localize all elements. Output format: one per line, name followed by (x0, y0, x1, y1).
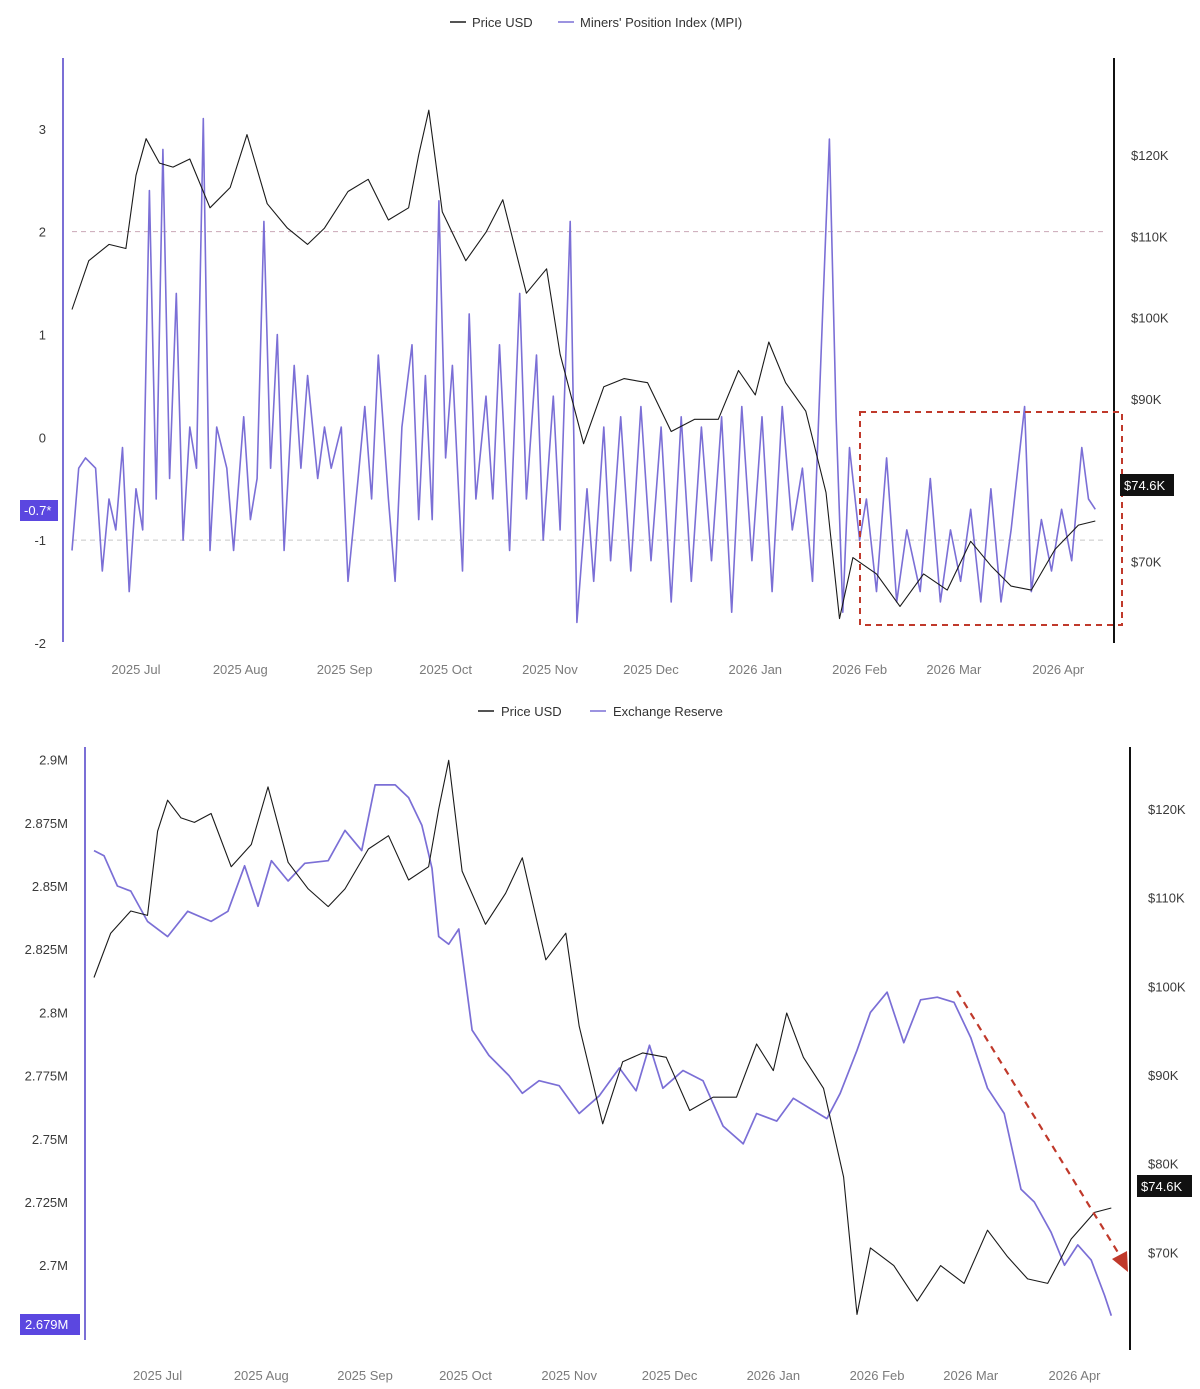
chart2-right-badge-bg (1137, 1175, 1192, 1197)
chart1-x-tick-1: 2025 Aug (213, 662, 268, 677)
chart1-right-badge-text: $74.6K (1124, 478, 1166, 493)
chart2-x-tick-5: 2025 Dec (642, 1368, 698, 1383)
chart2-x-tick-3: 2025 Oct (439, 1368, 492, 1383)
chart1-x-tick-9: 2026 Apr (1032, 662, 1085, 677)
chart2-arrow-head (1112, 1251, 1128, 1272)
chart2-left-tick-3: 2.825M (25, 942, 68, 957)
chart1-right-badge-bg (1120, 474, 1174, 496)
chart1-reference-lines (72, 231, 1104, 541)
chart1-x-tick-6: 2026 Jan (729, 662, 783, 677)
chart2-right-tick-4: $80K (1148, 1157, 1179, 1172)
chart2-right-ticks: $120K $110K $100K $90K $80K $70K (1148, 802, 1186, 1260)
chart2-right-badge-text: $74.6K (1141, 1179, 1183, 1194)
chart1-legend: Price USD Miners' Position Index (MPI) (450, 15, 742, 30)
chart2-x-tick-7: 2026 Feb (850, 1368, 905, 1383)
chart2-reserve-line (93, 784, 1113, 1316)
chart1-x-tick-8: 2026 Mar (926, 662, 982, 677)
chart1-left-tick-3: 0 (39, 430, 46, 445)
chart1-legend-mpi-label: Miners' Position Index (MPI) (580, 15, 742, 30)
chart2-left-tick-8: 2.7M (39, 1258, 68, 1273)
chart2-left-tick-6: 2.75M (32, 1132, 68, 1147)
chart2-left-tick-0: 2.9M (39, 753, 68, 768)
exchange-reserve-chart: Price USD Exchange Reserve 2.9M 2.875M 2.8… (20, 704, 1192, 1383)
chart1-x-ticks: 2025 Jul 2025 Aug 2025 Sep 2025 Oct 2025 Nov… (111, 662, 1085, 677)
chart1-left-tick-4: -1 (34, 533, 46, 548)
chart2-legend-reserve-label: Exchange Reserve (613, 704, 723, 719)
chart1-right-tick-3: $90K (1131, 392, 1162, 407)
chart2-right-tick-5: $70K (1148, 1245, 1179, 1260)
chart1-left-tick-5: -2 (34, 636, 46, 651)
chart2-right-tick-0: $120K (1148, 802, 1186, 817)
chart1-right-tick-2: $100K (1131, 311, 1169, 326)
chart2-annotation-arrow (956, 990, 1128, 1272)
mpi-chart: Price USD Miners' Position Index (MPI) 3… (20, 15, 1174, 677)
chart2-left-badge-text: 2.679M (25, 1317, 68, 1332)
chart2-left-tick-7: 2.725M (25, 1195, 68, 1210)
chart1-x-tick-4: 2025 Nov (522, 662, 578, 677)
chart2-x-tick-1: 2025 Aug (234, 1368, 289, 1383)
chart1-price-line (71, 109, 1096, 620)
chart1-annotation-box (859, 411, 1123, 626)
chart2-left-ticks: 2.9M 2.875M 2.85M 2.825M 2.8M 2.775M 2.75M 2.72… (25, 753, 68, 1337)
chart1-right-tick-0: $120K (1131, 148, 1169, 163)
chart2-left-tick-4: 2.8M (39, 1005, 68, 1020)
chart2-right-badge: $74.6K (1137, 1175, 1192, 1197)
chart2-left-tick-1: 2.875M (25, 816, 68, 831)
chart2-left-tick-5: 2.775M (25, 1069, 68, 1084)
chart2-x-tick-0: 2025 Jul (133, 1368, 182, 1383)
chart2-price-line (93, 759, 1112, 1315)
chart1-right-ticks: $120K$110K$100K$90K$80K$70K (1131, 148, 1169, 570)
chart2-right-tick-1: $110K (1148, 891, 1185, 906)
chart1-left-tick-0: 3 (39, 122, 46, 137)
chart1-left-badge-text: -0.7* (24, 503, 51, 518)
chart1-mpi-line (71, 117, 1096, 624)
chart1-right-badge: $74.6K (1120, 474, 1174, 496)
chart2-x-ticks: 2025 Jul 2025 Aug 2025 Sep 2025 Oct 2025 Nov… (133, 1368, 1101, 1383)
chart2-right-tick-3: $90K (1148, 1068, 1179, 1083)
chart1-x-tick-5: 2025 Dec (623, 662, 679, 677)
chart1-left-ticks: 3 2 1 0 -1 -2 (34, 122, 46, 651)
chart1-left-tick-1: 2 (39, 225, 46, 240)
chart2-arrow-shaft (956, 990, 1123, 1260)
chart2-x-tick-8: 2026 Mar (943, 1368, 999, 1383)
chart1-x-tick-3: 2025 Oct (419, 662, 472, 677)
chart1-x-tick-0: 2025 Jul (111, 662, 160, 677)
chart1-left-badge: -0.7* (20, 500, 58, 521)
chart1-legend-price-label: Price USD (472, 15, 533, 30)
chart2-left-badge-bg (20, 1314, 80, 1335)
chart2-legend: Price USD Exchange Reserve (478, 704, 723, 719)
chart2-left-tick-2: 2.85M (32, 879, 68, 894)
chart2-x-tick-2: 2025 Sep (337, 1368, 393, 1383)
chart2-legend-price-label: Price USD (501, 704, 562, 719)
chart2-right-tick-2: $100K (1148, 979, 1186, 994)
chart2-x-tick-4: 2025 Nov (541, 1368, 597, 1383)
chart1-right-tick-1: $110K (1131, 229, 1168, 244)
chart1-left-badge-bg (20, 500, 58, 521)
chart1-x-tick-7: 2026 Feb (832, 662, 887, 677)
chart2-left-badge: 2.679M (20, 1314, 80, 1335)
chart1-right-tick-5: $70K (1131, 555, 1162, 570)
chart1-left-tick-2: 1 (39, 328, 46, 343)
chart2-x-tick-9: 2026 Apr (1048, 1368, 1101, 1383)
chart2-x-tick-6: 2026 Jan (747, 1368, 801, 1383)
chart1-x-tick-2: 2025 Sep (317, 662, 373, 677)
